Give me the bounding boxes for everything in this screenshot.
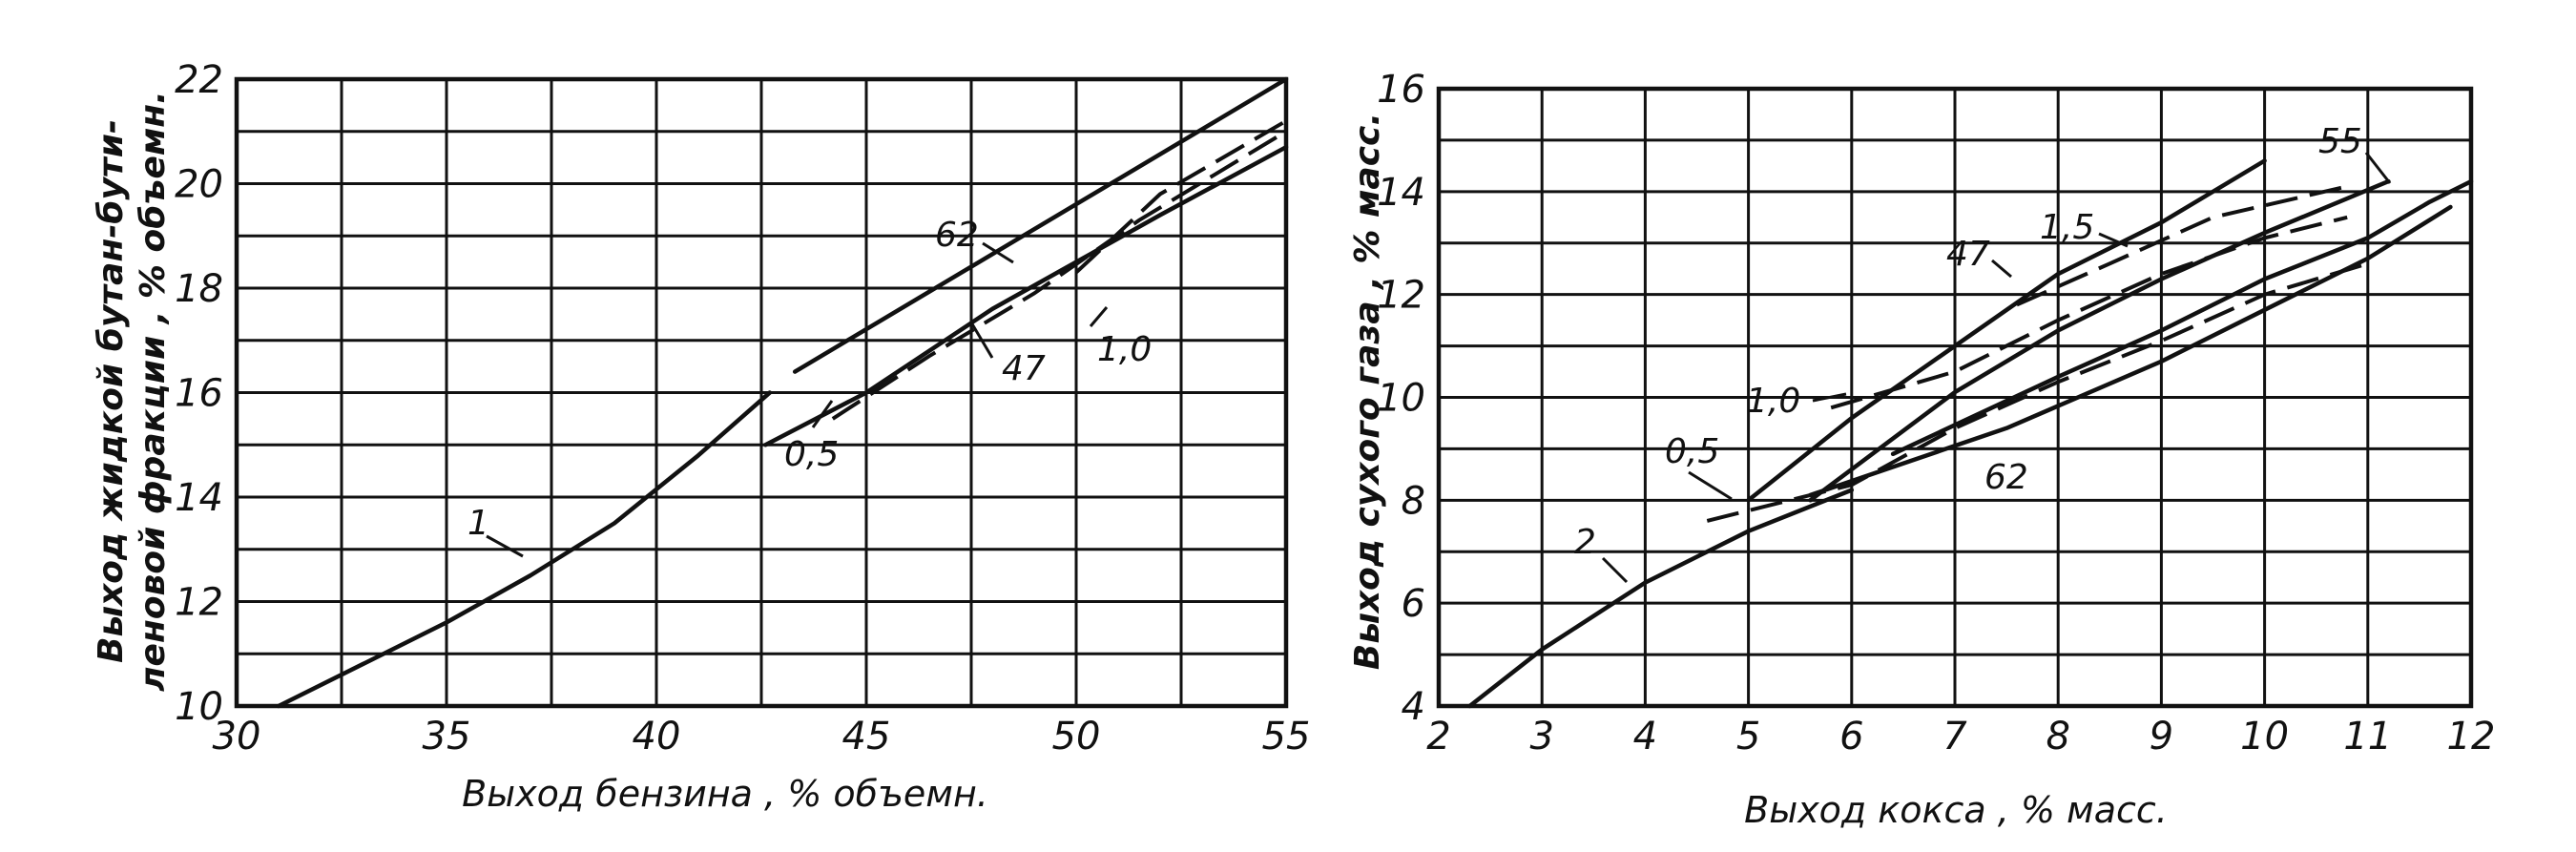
right-leader-15 bbox=[2098, 232, 2129, 248]
right-x-tick-4: 4 bbox=[1633, 715, 1657, 758]
right-series-47 bbox=[1808, 178, 2391, 503]
left-leader-62 bbox=[982, 241, 1014, 264]
right-x-tick-9: 9 bbox=[2150, 715, 2173, 758]
right-grid bbox=[1439, 89, 2471, 706]
right-series bbox=[1467, 158, 2474, 709]
right-y-tick-16: 16 bbox=[1377, 68, 1425, 112]
right-curve-label-62: 62 bbox=[1984, 458, 2028, 497]
left-leader-05 bbox=[811, 400, 834, 428]
right-series-0-5 bbox=[1706, 261, 2369, 523]
right-x-tick-5: 5 bbox=[1736, 715, 1760, 758]
left-y-tick-16: 16 bbox=[175, 372, 223, 416]
chart-right-coke-vs-dry-gas: 2 3 4 5 6 7 8 9 10 11 12 4 6 8 10 12 14 16 2 0,5 1,0 47 1… bbox=[1348, 68, 2495, 831]
left-curve-labels: 1 62 47 0,5 1,0 bbox=[467, 216, 1152, 558]
left-tick-labels: 30 35 40 45 50 55 10 12 14 16 18 20 22 bbox=[175, 58, 1310, 758]
left-series-47 bbox=[763, 144, 1289, 447]
left-x-tick-45: 45 bbox=[842, 715, 891, 758]
right-y-tick-6: 6 bbox=[1402, 582, 1425, 626]
right-tick-labels: 2 3 4 5 6 7 8 9 10 11 12 4 6 8 10 12 14 16 bbox=[1377, 68, 2495, 758]
left-series-1 bbox=[276, 390, 773, 709]
left-x-axis-title: Выход бензина , % объемн. bbox=[462, 773, 988, 815]
right-curve-labels: 2 0,5 1,0 47 1,5 55 62 bbox=[1574, 122, 2392, 584]
right-y-tick-10: 10 bbox=[1377, 377, 1425, 421]
right-x-tick-7: 7 bbox=[1942, 715, 1967, 758]
left-y-tick-22: 22 bbox=[175, 58, 223, 102]
left-y-tick-20: 20 bbox=[175, 163, 223, 207]
left-y-tick-10: 10 bbox=[175, 685, 223, 729]
right-y-tick-8: 8 bbox=[1402, 479, 1425, 523]
left-y-tick-18: 18 bbox=[175, 267, 223, 311]
right-curve-label-10: 1,0 bbox=[1746, 382, 1800, 421]
right-series-1-5 bbox=[1746, 158, 2267, 503]
left-grid bbox=[237, 79, 1286, 706]
left-curve-label-10: 1,0 bbox=[1097, 330, 1152, 369]
left-series-1-0 bbox=[1074, 119, 1288, 275]
right-x-tick-3: 3 bbox=[1529, 715, 1553, 758]
right-x-tick-10: 10 bbox=[2240, 715, 2289, 758]
right-leader-05 bbox=[1688, 470, 1733, 501]
right-plot-frame bbox=[1436, 86, 2474, 709]
right-x-tick-8: 8 bbox=[2046, 715, 2069, 758]
right-series-2 bbox=[1467, 488, 1855, 709]
left-series-62 bbox=[792, 76, 1289, 374]
left-y-axis-title-line1: Выход жидкой бутан-бути- bbox=[92, 119, 131, 663]
left-x-tick-40: 40 bbox=[633, 715, 681, 758]
left-curve-label-05: 0,5 bbox=[784, 435, 839, 474]
right-leader-47 bbox=[1991, 259, 2012, 279]
left-curve-label-1: 1 bbox=[467, 504, 489, 543]
left-y-tick-12: 12 bbox=[175, 581, 223, 625]
right-y-tick-4: 4 bbox=[1402, 685, 1425, 729]
left-curve-label-47: 47 bbox=[1002, 349, 1046, 388]
left-x-tick-30: 30 bbox=[213, 715, 261, 758]
left-x-tick-35: 35 bbox=[423, 715, 471, 758]
left-leader-10 bbox=[1089, 306, 1109, 327]
left-leader-47 bbox=[969, 322, 994, 359]
right-curve-label-55: 55 bbox=[2318, 122, 2362, 161]
left-series-0-5 bbox=[831, 130, 1288, 421]
right-x-tick-2: 2 bbox=[1426, 715, 1450, 758]
right-series-62 bbox=[1808, 204, 2453, 498]
left-curve-label-62: 62 bbox=[935, 216, 979, 255]
right-series-1-0 bbox=[1830, 215, 2348, 410]
left-y-tick-14: 14 bbox=[175, 476, 223, 520]
left-leader-1 bbox=[486, 534, 524, 558]
chart-left-gasoline-vs-butane: 30 35 40 45 50 55 10 12 14 16 18 20 22 1 62 47 0,5 1… bbox=[92, 58, 1310, 815]
left-x-tick-50: 50 bbox=[1052, 715, 1101, 758]
right-leader-2 bbox=[1601, 556, 1629, 584]
right-curve-label-05: 0,5 bbox=[1665, 432, 1719, 471]
right-series-1-5-dash bbox=[2016, 184, 2348, 307]
right-curve-label-47: 47 bbox=[1946, 235, 1990, 274]
left-plot-frame bbox=[234, 76, 1289, 709]
right-x-tick-12: 12 bbox=[2447, 715, 2496, 758]
right-leader-55 bbox=[2364, 152, 2392, 184]
right-curve-label-2: 2 bbox=[1574, 523, 1596, 562]
right-y-axis-title: Выход сухого газа , % масс. bbox=[1348, 113, 1387, 670]
right-x-tick-11: 11 bbox=[2343, 715, 2392, 758]
right-x-tick-6: 6 bbox=[1839, 715, 1863, 758]
right-y-tick-12: 12 bbox=[1377, 274, 1425, 318]
right-x-axis-title: Выход кокса , % масс. bbox=[1744, 789, 2168, 831]
left-series bbox=[276, 76, 1289, 709]
right-curve-label-15: 1,5 bbox=[2040, 208, 2094, 247]
left-y-axis-title-line2: леновой фракции , % объемн. bbox=[134, 91, 173, 692]
left-x-tick-55: 55 bbox=[1262, 715, 1311, 758]
right-series-55 bbox=[1890, 178, 2474, 457]
right-leader-10 bbox=[1812, 392, 1847, 403]
right-y-tick-14: 14 bbox=[1377, 171, 1425, 215]
